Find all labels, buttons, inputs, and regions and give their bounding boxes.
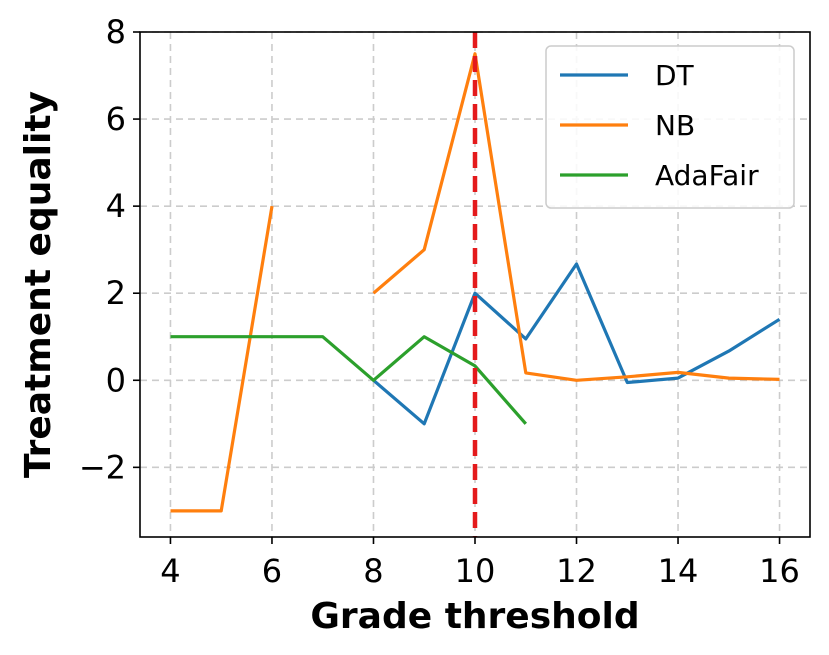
axis-ticks: 4 6 8 10 12 14 16 −2 0 2 4 6 8 [79, 13, 800, 590]
y-tick-label: 6 [106, 100, 126, 138]
y-tick-label: 8 [106, 13, 126, 51]
y-axis-label: Treatment equality [18, 91, 59, 478]
x-tick-label: 8 [363, 552, 383, 590]
series-line-nb [372, 52, 780, 382]
legend-box [545, 45, 795, 209]
series-line-nb [170, 205, 274, 513]
legend-label: DT [655, 59, 695, 92]
y-tick-label: 2 [106, 274, 126, 312]
x-tick-label: 12 [556, 552, 597, 590]
series-lines [170, 52, 781, 513]
x-tick-label: 6 [262, 552, 282, 590]
y-tick-label: 0 [106, 361, 126, 399]
y-tick-label: −2 [79, 448, 126, 486]
series-line-dt [372, 262, 781, 426]
legend-label: AdaFair [655, 159, 759, 192]
x-axis-label: Grade threshold [310, 596, 639, 637]
y-tick-label: 4 [106, 187, 126, 225]
x-tick-label: 14 [658, 552, 699, 590]
x-tick-label: 16 [759, 552, 800, 590]
legend: DT NB AdaFair [545, 45, 795, 209]
x-tick-label: 10 [455, 552, 496, 590]
series-line-adafair [170, 335, 528, 425]
x-tick-label: 4 [160, 552, 180, 590]
legend-label: NB [655, 109, 695, 142]
